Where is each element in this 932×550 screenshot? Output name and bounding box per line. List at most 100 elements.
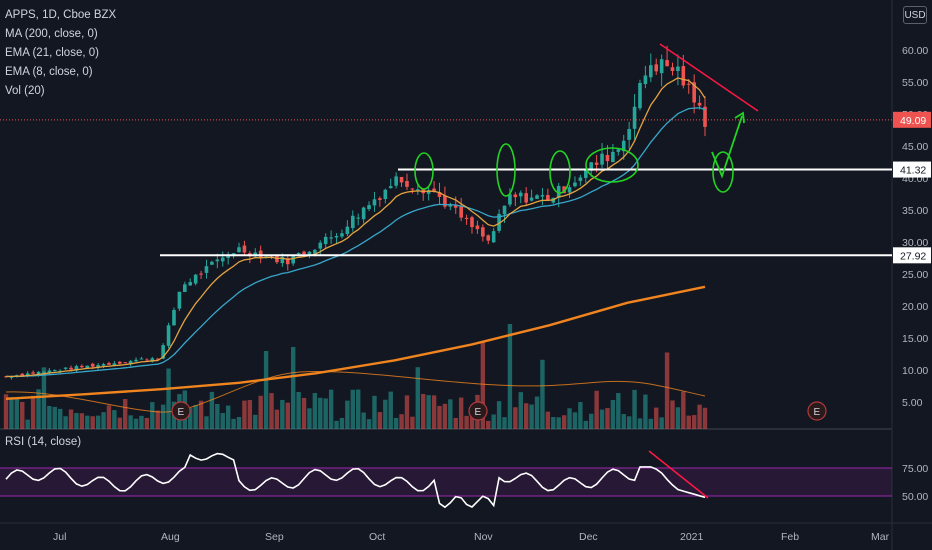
price-tick-label: 20.00 <box>902 301 928 313</box>
volume-bar <box>637 418 643 429</box>
candle-body <box>649 65 653 78</box>
volume-bar <box>496 401 502 429</box>
candle-body <box>383 189 388 200</box>
volume-bar <box>95 415 101 429</box>
candle-body <box>594 162 599 165</box>
level-price-tag <box>893 247 931 264</box>
candle-body <box>432 188 436 192</box>
ma200-line <box>5 285 706 400</box>
volume-bar <box>263 351 269 429</box>
volume-bar <box>399 414 404 429</box>
candle-body <box>177 291 182 309</box>
candle-body <box>20 373 25 376</box>
volume-bar <box>372 395 377 429</box>
volume-bar <box>90 416 95 429</box>
candle-body <box>318 242 323 249</box>
support-retest-ellipse[interactable] <box>549 150 571 194</box>
volume-bar <box>610 399 616 429</box>
time-tick-label: Sep <box>265 531 284 543</box>
rsi-pane[interactable]: 75.00 50.00 <box>0 450 928 509</box>
candle-body <box>166 325 171 346</box>
legend-ema8[interactable]: EMA (8, close, 0) <box>5 66 93 78</box>
volume-bar <box>366 419 372 429</box>
candle-body <box>101 364 106 366</box>
candle-body <box>676 66 680 72</box>
candle-body <box>405 180 409 187</box>
candle-body <box>361 207 366 220</box>
candle-body <box>453 204 458 208</box>
bounce-arrow[interactable] <box>711 115 743 179</box>
candle-body <box>296 252 301 254</box>
price-tick-label: 10.00 <box>902 365 928 377</box>
candle-body <box>226 255 230 259</box>
candle-body <box>540 195 545 197</box>
candle-body <box>692 82 696 103</box>
volume-bar <box>334 420 339 429</box>
candle-body <box>621 140 626 152</box>
earnings-marker[interactable] <box>171 401 191 421</box>
support-retest-ellipse[interactable] <box>585 147 639 183</box>
volume-bar <box>198 400 204 429</box>
candle-body <box>508 194 512 205</box>
volume-bar <box>529 404 534 429</box>
candle-body <box>481 227 485 237</box>
support-retest-ellipse[interactable] <box>496 143 516 197</box>
volume-bar <box>57 408 63 429</box>
candle-body <box>340 233 344 237</box>
volume-bar <box>139 415 144 429</box>
candle-body <box>204 266 209 273</box>
resistance-trendline[interactable] <box>659 43 759 112</box>
volume-bar <box>686 415 691 429</box>
earnings-marker[interactable] <box>807 401 827 421</box>
candle-body <box>388 186 393 189</box>
volume-bar <box>572 412 578 429</box>
time-axis[interactable]: Jul Aug Sep Oct Nov Dec 2021 Feb Mar <box>53 531 890 543</box>
volume-bar <box>14 399 20 429</box>
last-price-label: 49.09 <box>900 115 926 127</box>
earnings-marker[interactable] <box>468 401 488 421</box>
volume-bar <box>523 403 529 429</box>
volume-bar <box>258 395 263 429</box>
rsi-trendline[interactable] <box>648 450 709 499</box>
volume-bar <box>160 404 166 429</box>
currency-button[interactable]: USD <box>903 6 927 24</box>
candle-body <box>36 371 41 376</box>
rsi-tick-label: 50.00 <box>902 491 928 503</box>
candle-body <box>183 284 187 293</box>
candle-body <box>188 282 193 286</box>
candle-body <box>215 259 220 262</box>
legend-ma200[interactable]: MA (200, close, 0) <box>5 28 98 40</box>
candle-body <box>128 360 133 364</box>
volume-bar <box>106 405 112 429</box>
candles <box>4 45 707 380</box>
candle-body <box>643 75 648 85</box>
volume-bar <box>491 414 496 429</box>
volume-bar <box>643 394 648 429</box>
candle-body <box>394 176 398 186</box>
legend-ema21[interactable]: EMA (21, close, 0) <box>5 47 99 59</box>
volume-bar <box>128 415 133 429</box>
candle-body <box>665 60 669 67</box>
volume-bar <box>383 399 388 429</box>
candle-body <box>410 188 415 190</box>
volume-bar <box>578 402 583 429</box>
candle-body <box>307 251 312 256</box>
indicator-lines <box>5 77 706 413</box>
legend-rsi[interactable]: RSI (14, close) <box>5 436 82 448</box>
arrow-head-icon[interactable] <box>734 111 745 124</box>
candle-body <box>90 363 95 367</box>
candle-body <box>161 345 165 359</box>
level-price-tag <box>893 161 931 178</box>
legend-vol[interactable]: Vol (20) <box>5 85 45 97</box>
support-retest-ellipse[interactable] <box>414 152 434 190</box>
candle-body <box>486 235 491 241</box>
support-retest-ellipse[interactable] <box>712 151 734 193</box>
volume-bar <box>599 409 605 429</box>
candle-body <box>302 251 306 255</box>
symbol-title[interactable]: APPS, 1D, Cboe BZX <box>5 9 117 21</box>
candle-body <box>518 192 523 197</box>
indicator-legend: APPS, 1D, Cboe BZX MA (200, close, 0) EM… <box>5 6 116 101</box>
price-axis[interactable]: 60.0055.0050.0045.0040.0035.0030.0025.00… <box>893 45 931 409</box>
